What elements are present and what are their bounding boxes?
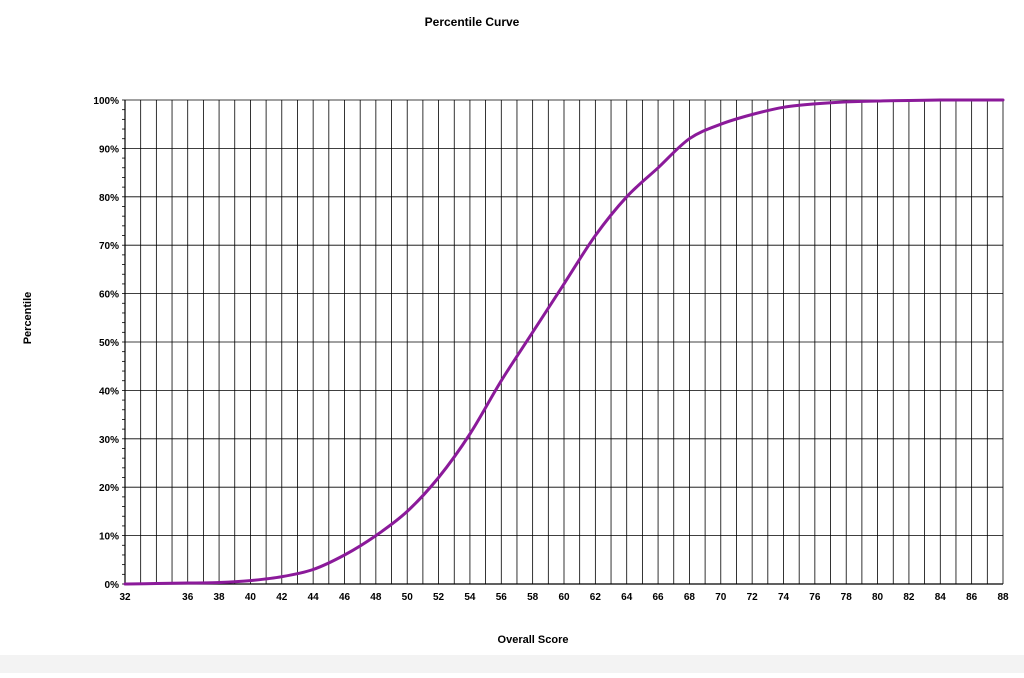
- x-tick-label: 88: [997, 592, 1009, 603]
- y-tick-label: 40%: [99, 386, 119, 397]
- y-tick-label: 90%: [99, 144, 119, 155]
- x-tick-label: 58: [527, 592, 539, 603]
- x-tick-labels: 32 36 38 40 42 44 46 48 50 52 54 56 58 60 62 64 66 68 70 72…: [119, 592, 1009, 603]
- x-tick-label: 48: [370, 592, 382, 603]
- grid-lines: [124, 99, 1004, 585]
- x-tick-label: 40: [245, 592, 257, 603]
- x-tick-label: 52: [433, 592, 445, 603]
- y-tick-label: 30%: [99, 435, 119, 446]
- x-tick-label: 42: [276, 592, 288, 603]
- x-tick-label: 82: [903, 592, 915, 603]
- percentile-series-line: [123, 98, 1005, 586]
- y-tick-label: 50%: [99, 338, 119, 349]
- y-tick-label: 60%: [99, 290, 119, 301]
- x-tick-label: 38: [214, 592, 226, 603]
- x-tick-label: 78: [841, 592, 853, 603]
- x-tick-label: 76: [809, 592, 821, 603]
- bottom-band: [0, 655, 1024, 673]
- x-tick-label: 64: [621, 592, 633, 603]
- x-tick-label: 46: [339, 592, 351, 603]
- y-tick-label: 80%: [99, 193, 119, 204]
- y-axis-label: Percentile: [22, 292, 34, 345]
- x-tick-label: 62: [590, 592, 602, 603]
- x-tick-label: 70: [715, 592, 727, 603]
- x-tick-label: 84: [935, 592, 947, 603]
- x-tick-label: 54: [464, 592, 476, 603]
- x-tick-label: 74: [778, 592, 790, 603]
- x-tick-label: 66: [653, 592, 665, 603]
- chart-title: Percentile Curve: [425, 15, 520, 29]
- x-tick-label: 50: [402, 592, 414, 603]
- axes: [122, 99, 1003, 585]
- x-tick-label: 80: [872, 592, 884, 603]
- y-tick-label: 10%: [99, 532, 119, 543]
- y-tick-label: 100%: [93, 96, 119, 107]
- x-tick-label: 32: [119, 592, 131, 603]
- x-tick-label: 86: [966, 592, 978, 603]
- x-tick-label: 36: [182, 592, 194, 603]
- x-tick-label: 56: [496, 592, 508, 603]
- x-tick-label: 60: [558, 592, 570, 603]
- x-tick-label: 44: [308, 592, 320, 603]
- x-tick-label: 72: [747, 592, 759, 603]
- y-tick-label: 0%: [105, 580, 120, 591]
- y-tick-labels: 0% 10% 20% 30% 40% 50% 60% 70% 80% 90% 100%: [93, 96, 119, 591]
- y-tick-label: 70%: [99, 241, 119, 252]
- x-tick-label: 68: [684, 592, 696, 603]
- y-tick-label: 20%: [99, 483, 119, 494]
- x-axis-label: Overall Score: [498, 634, 569, 646]
